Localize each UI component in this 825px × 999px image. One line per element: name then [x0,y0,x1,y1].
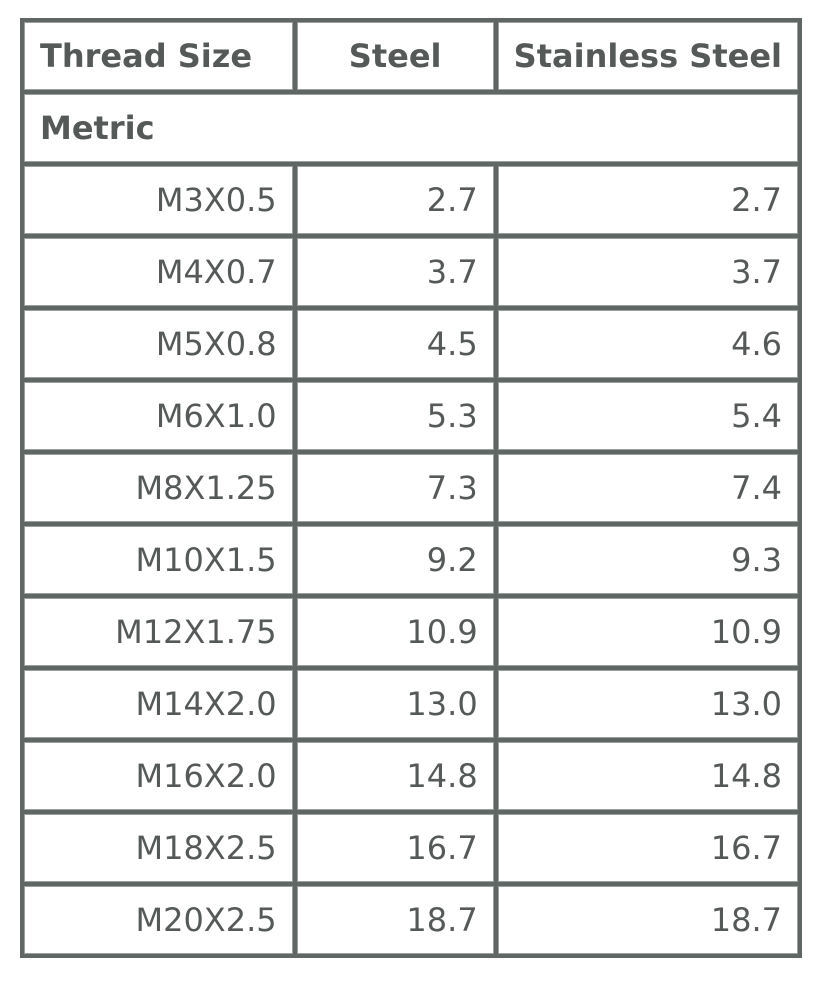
data-cell: M20X2.5 [24,886,293,954]
data-cell: M3X0.5 [24,166,293,234]
data-cell: M4X0.7 [24,238,293,306]
data-row: M6X1.0 5.3 5.4 [24,382,798,450]
header-cell: Steel [296,22,494,90]
table-wrap: Thread Size Steel Stainless Steel Metric M3X… [20,18,802,958]
data-cell: 2.7 [296,166,494,234]
data-cell: M14X2.0 [24,670,293,738]
data-cell: M5X0.8 [24,310,293,378]
data-cell: 18.7 [296,886,494,954]
data-cell: 7.4 [497,454,798,522]
data-cell: 7.3 [296,454,494,522]
data-cell: 9.3 [497,526,798,594]
data-cell: M10X1.5 [24,526,293,594]
data-cell: 13.0 [296,670,494,738]
section-cell: Metric [24,94,798,162]
header-row: Thread Size Steel Stainless Steel [24,22,798,90]
data-row: M14X2.0 13.0 13.0 [24,670,798,738]
data-row: M4X0.7 3.7 3.7 [24,238,798,306]
data-row: M10X1.5 9.2 9.3 [24,526,798,594]
data-row: M8X1.25 7.3 7.4 [24,454,798,522]
data-cell: M6X1.0 [24,382,293,450]
data-cell: 9.2 [296,526,494,594]
thread-table: Thread Size Steel Stainless Steel Metric M3X… [20,18,802,958]
data-cell: M12X1.75 [24,598,293,666]
data-cell: 10.9 [296,598,494,666]
data-cell: 4.5 [296,310,494,378]
data-row: M18X2.5 16.7 16.7 [24,814,798,882]
data-cell: 5.3 [296,382,494,450]
data-cell: M8X1.25 [24,454,293,522]
data-cell: 16.7 [296,814,494,882]
data-cell: 14.8 [296,742,494,810]
data-cell: 3.7 [296,238,494,306]
data-cell: 5.4 [497,382,798,450]
data-cell: 3.7 [497,238,798,306]
data-cell: 2.7 [497,166,798,234]
data-row: M5X0.8 4.5 4.6 [24,310,798,378]
data-cell: 14.8 [497,742,798,810]
data-cell: 13.0 [497,670,798,738]
data-cell: 10.9 [497,598,798,666]
data-row: M20X2.5 18.7 18.7 [24,886,798,954]
header-cell: Thread Size [24,22,293,90]
section-row: Metric [24,94,798,162]
data-cell: M16X2.0 [24,742,293,810]
data-cell: 18.7 [497,886,798,954]
data-cell: 4.6 [497,310,798,378]
header-cell: Stainless Steel [497,22,798,90]
data-row: M16X2.0 14.8 14.8 [24,742,798,810]
data-cell: M18X2.5 [24,814,293,882]
data-row: M12X1.75 10.9 10.9 [24,598,798,666]
data-row: M3X0.5 2.7 2.7 [24,166,798,234]
data-cell: 16.7 [497,814,798,882]
